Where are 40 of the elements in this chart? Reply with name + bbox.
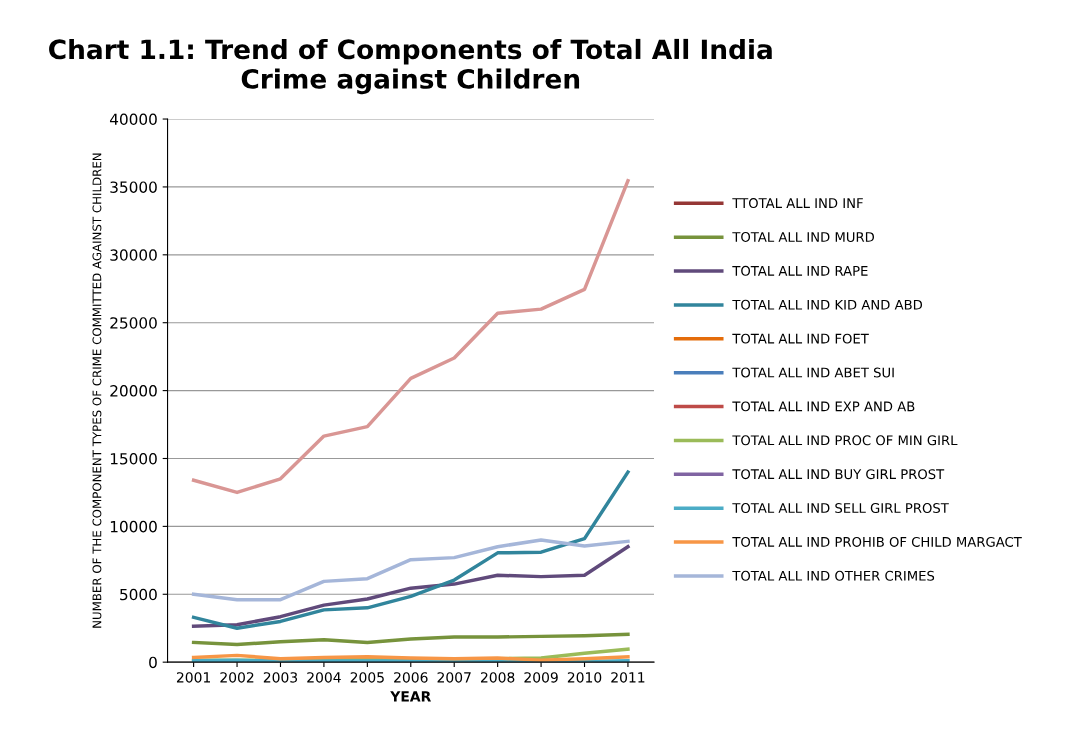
legend-label: TOTAL ALL IND EXP AND AB: [732, 401, 915, 412]
line-series: [191, 470, 630, 630]
y-tick-label: 10000: [110, 520, 157, 533]
line-series: [191, 632, 630, 647]
x-tick-label: 2011: [611, 672, 645, 683]
y-tick-label: 20000: [110, 385, 157, 397]
legend-label: TOTAL ALL IND SELL GIRL PROST: [732, 503, 949, 514]
y-tick-label: 30000: [110, 249, 157, 261]
legend-label: TOTAL ALL IND BUY GIRL PROST: [732, 469, 945, 480]
x-tick-label: 2003: [263, 672, 298, 683]
y-tick-label: 0: [149, 656, 157, 669]
x-axis-title: YEAR: [390, 691, 431, 702]
legend-label: TOTAL ALL IND OTHER CRIMES: [732, 570, 935, 581]
line-series: [191, 545, 630, 628]
chart-title: Chart 1.1: Trend of Components of Total All India Crime against Children: [49, 38, 772, 95]
legend-label: TOTAL ALL IND MURD: [732, 231, 875, 242]
y-tick-label: 5000: [120, 588, 157, 601]
legend-label: TOTAL ALL IND ABET SUI: [732, 367, 894, 378]
line-series: [191, 538, 630, 602]
x-tick-label: 2005: [350, 672, 384, 683]
legend-label: TTOTAL ALL IND INF: [732, 198, 863, 209]
y-tick-label: 25000: [110, 317, 157, 329]
x-tick-label: 2010: [567, 672, 602, 683]
legend-label: TOTAL ALL IND KID AND ABD: [732, 299, 923, 310]
x-tick-label: 2001: [176, 672, 211, 683]
legend-label: TOTAL ALL IND PROC OF MIN GIRL: [732, 435, 958, 446]
x-tick-label: 2007: [437, 672, 471, 683]
x-tick-label: 2004: [307, 672, 341, 683]
legend-label: TOTAL ALL IND PROHIB OF CHILD MARGACT: [732, 536, 1022, 547]
y-tick-label: 15000: [110, 452, 157, 465]
x-tick-label: 2006: [394, 672, 428, 683]
line-series: [191, 179, 630, 495]
y-axis-title: NUMBER OF THE COMPONENT TYPES OF CRIME COMMITTED AGAINST CHILDREN: [92, 153, 102, 628]
x-tick-label: 2009: [524, 672, 558, 683]
y-tick-label: 40000: [109, 113, 157, 126]
x-tick-label: 2002: [220, 672, 254, 683]
y-tick-label: 35000: [110, 181, 157, 193]
x-tick-label: 2008: [480, 672, 515, 683]
legend-label: TOTAL ALL IND RAPE: [732, 265, 868, 276]
legend-label: TOTAL ALL IND FOET: [732, 333, 869, 344]
